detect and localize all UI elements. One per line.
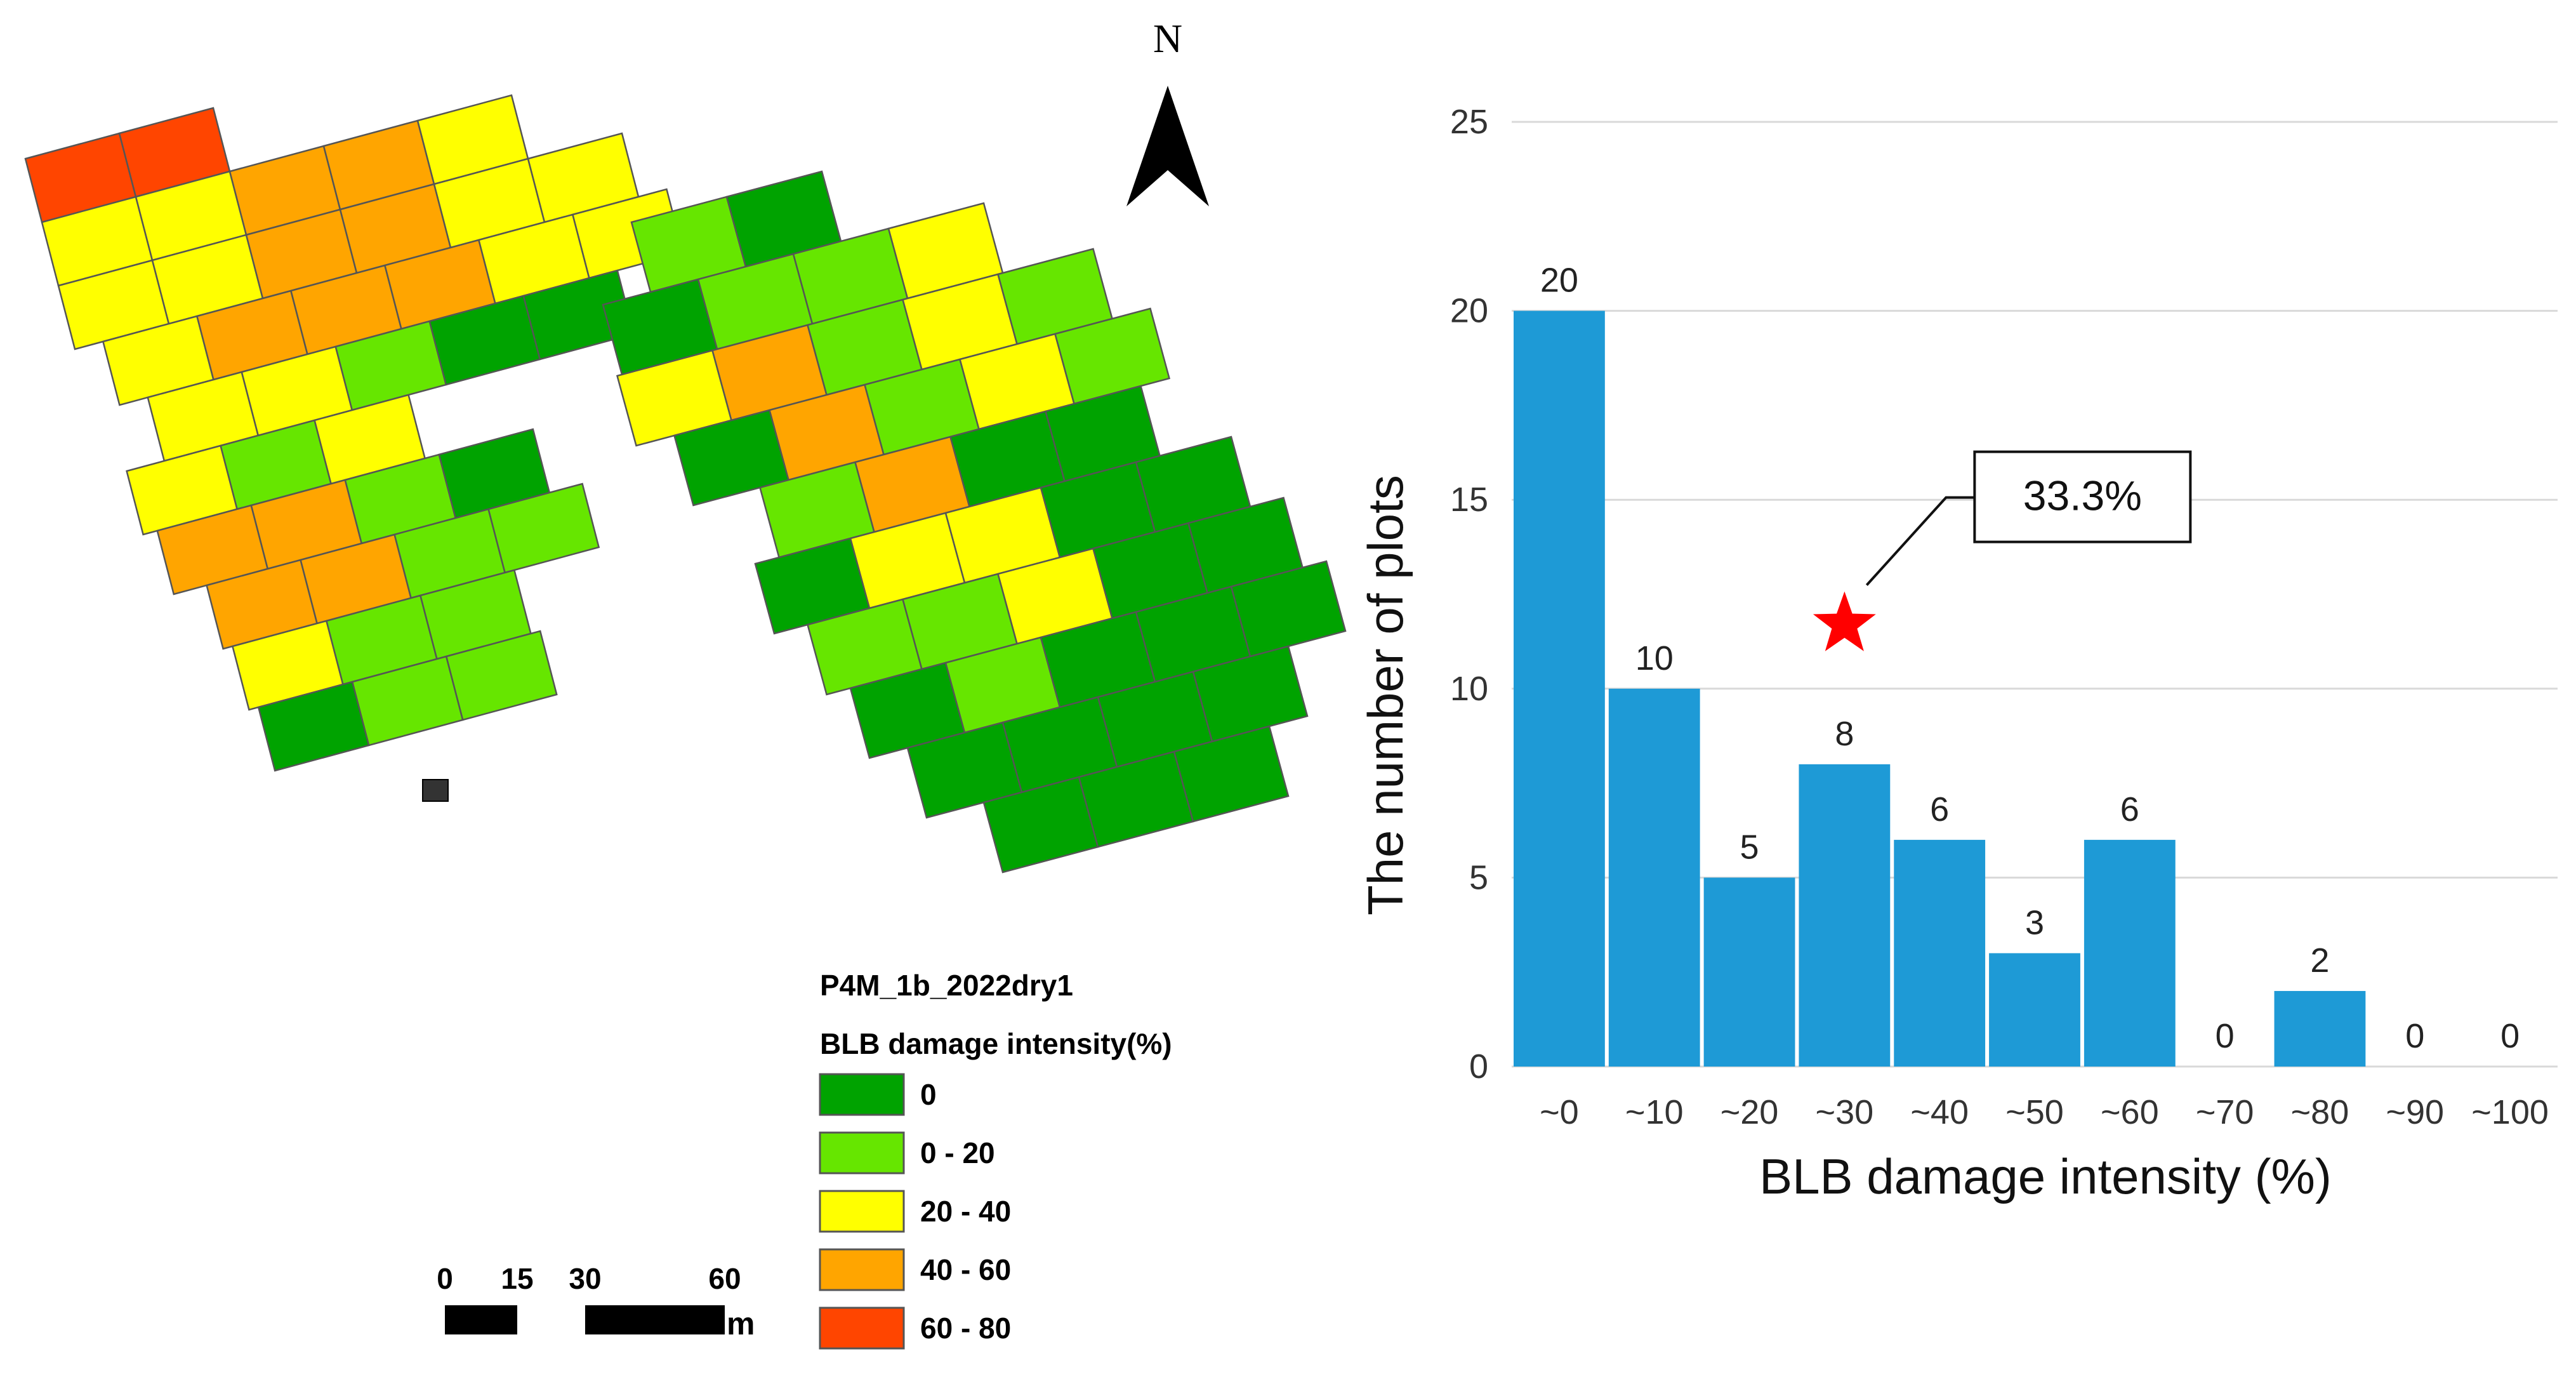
plot-cell — [487, 482, 600, 574]
x-tick-label: ~0 — [1540, 1093, 1579, 1131]
chart-x-ticks: ~0 ~10 ~20 ~30 ~40 ~50 ~60 ~70 ~80 ~90 ~100 — [1540, 1093, 2549, 1131]
annotation-leader — [1865, 496, 1975, 586]
annotation-text: 33.3% — [2023, 472, 2142, 519]
legend-layer-name: P4M_1b_2022dry1 — [820, 969, 1073, 1002]
x-tick-label: ~80 — [2291, 1093, 2349, 1131]
chart-annotation: 33.3% — [1813, 450, 2192, 651]
y-tick-label: 25 — [1450, 103, 1488, 141]
bar-value-label: 0 — [2405, 1017, 2424, 1055]
legend-items: 0 0 - 20 20 - 40 40 - 60 60 - 80 — [819, 1073, 1011, 1350]
chart-y-ticks: 0 5 10 15 20 25 — [1450, 103, 1488, 1086]
chart-bars — [1514, 310, 2366, 1067]
north-arrow-icon — [1126, 86, 1209, 206]
scale-segment — [585, 1305, 725, 1334]
bar — [1608, 688, 1700, 1067]
bar — [1799, 764, 1891, 1067]
legend-label: 0 - 20 — [920, 1136, 995, 1169]
legend-title: BLB damage intensity(%) — [820, 1027, 1172, 1060]
scale-tick-label: 30 — [569, 1262, 601, 1295]
y-tick-label: 0 — [1469, 1048, 1488, 1086]
plot-cell — [1054, 307, 1171, 405]
bar — [1514, 310, 1605, 1067]
plot-cell — [1173, 725, 1290, 823]
scale-tick-label: 0 — [437, 1262, 453, 1295]
x-tick-label: ~40 — [1910, 1093, 1969, 1131]
bar-value-label: 0 — [2500, 1017, 2520, 1055]
bar — [1894, 839, 1986, 1067]
legend-label: 60 - 80 — [920, 1312, 1011, 1345]
x-tick-label: ~70 — [2196, 1093, 2254, 1131]
chart-y-axis-label: The number of plots — [1357, 475, 1413, 915]
plot-cell — [1230, 560, 1347, 658]
north-label: N — [1153, 16, 1182, 61]
bar — [1703, 877, 1795, 1067]
star-marker-icon — [1813, 591, 1876, 651]
bar — [1989, 953, 2080, 1067]
scale-unit: m — [727, 1306, 755, 1341]
north-arrow: N — [1126, 16, 1209, 206]
plot-cell — [1192, 645, 1309, 743]
bar-value-label: 6 — [1930, 790, 1949, 828]
x-tick-label: ~30 — [1816, 1093, 1874, 1131]
chart-x-axis-label: BLB damage intensity (%) — [1759, 1148, 2332, 1204]
field-map — [24, 94, 1347, 874]
legend-swatch — [819, 1307, 905, 1350]
y-tick-label: 10 — [1450, 670, 1488, 708]
legend-swatch — [819, 1248, 905, 1291]
bar-value-label: 20 — [1540, 262, 1578, 300]
bar-value-label: 5 — [1740, 828, 1759, 866]
scale-tick-label: 60 — [708, 1262, 741, 1295]
x-tick-label: ~100 — [2471, 1093, 2549, 1131]
y-tick-label: 5 — [1469, 858, 1488, 896]
map-legend: P4M_1b_2022dry1 BLB damage intensity(%) … — [819, 969, 1172, 1350]
bar-value-label: 6 — [2120, 790, 2139, 828]
legend-label: 0 — [920, 1078, 937, 1111]
scale-bar: 0 15 30 60 m — [437, 1262, 755, 1341]
bar-value-label: 10 — [1635, 639, 1674, 677]
annotation-box — [1973, 450, 2192, 543]
legend-label: 40 - 60 — [920, 1253, 1011, 1286]
x-tick-label: ~90 — [2386, 1093, 2444, 1131]
x-tick-label: ~10 — [1625, 1093, 1684, 1131]
map-panel: N P4M_1b_2022dry1 BLB damage intensity(%… — [24, 16, 1347, 1350]
legend-swatch — [819, 1073, 905, 1116]
legend-swatch — [819, 1190, 905, 1233]
bar-value-label: 3 — [2025, 903, 2044, 941]
bar — [2274, 990, 2366, 1067]
bar-value-label: 8 — [1835, 715, 1854, 753]
legend-label: 20 - 40 — [920, 1195, 1011, 1228]
y-tick-label: 20 — [1450, 292, 1488, 330]
scale-tick-label: 15 — [501, 1262, 533, 1295]
map-image-marker — [422, 779, 449, 802]
y-tick-label: 15 — [1450, 481, 1488, 519]
scale-segment — [445, 1305, 517, 1334]
legend-swatch — [819, 1131, 905, 1174]
bar-value-label: 2 — [2310, 941, 2329, 980]
x-tick-label: ~20 — [1721, 1093, 1779, 1131]
bar — [2084, 839, 2176, 1067]
x-tick-label: ~60 — [2101, 1093, 2159, 1131]
plot-cell — [445, 630, 558, 721]
x-tick-label: ~50 — [2005, 1093, 2064, 1131]
bar-value-label: 0 — [2216, 1017, 2235, 1055]
